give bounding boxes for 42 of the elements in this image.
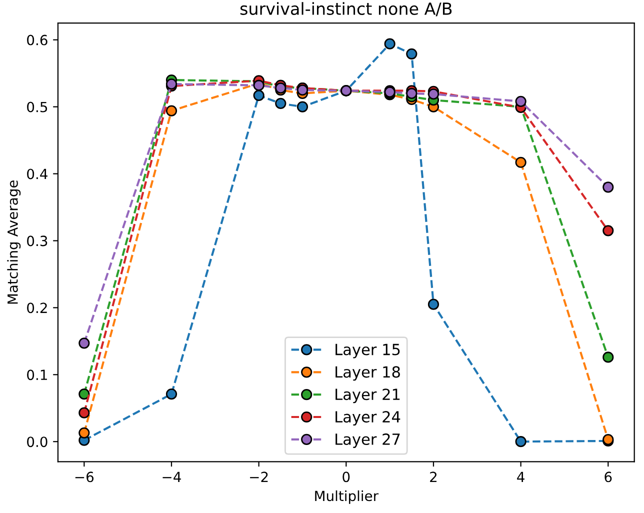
point — [78, 427, 90, 438]
legend-label: Layer 15 — [336, 344, 400, 358]
x-axis-title: Multiplier — [315, 490, 379, 504]
point — [515, 436, 526, 448]
point — [166, 105, 178, 116]
x-tick-label: −2 — [250, 472, 268, 482]
y-tick-label: 0.3 — [27, 236, 48, 246]
point — [78, 388, 90, 400]
x-tick-label: 6 — [604, 472, 612, 482]
x-tick-label: 0 — [342, 472, 350, 482]
legend-label: Layer 24 — [336, 411, 400, 426]
y-axis-title: Matching Average — [7, 180, 21, 304]
point — [515, 96, 526, 107]
point — [515, 156, 526, 168]
x-tick-label: 4 — [517, 472, 524, 482]
point — [166, 388, 178, 400]
point — [602, 182, 614, 193]
legend-label: Layer 27 — [336, 433, 400, 448]
chart-title: survival-instinct none A/B — [240, 2, 452, 16]
point — [428, 88, 440, 100]
point — [275, 98, 286, 109]
legend-label: Layer 18 — [336, 366, 400, 381]
point — [406, 88, 418, 99]
point — [296, 101, 308, 112]
point — [78, 338, 90, 349]
point — [384, 38, 396, 50]
y-tick-label: 0.0 — [27, 436, 48, 448]
x-tick-label: −6 — [75, 472, 94, 482]
y-tick-label: 0.1 — [27, 370, 47, 380]
y-tick-label: 0.2 — [27, 302, 47, 314]
point — [78, 407, 90, 418]
legend-label: Layer 21 — [336, 388, 400, 404]
point — [428, 298, 440, 310]
point — [253, 90, 264, 101]
point — [602, 352, 614, 363]
y-tick-label: 0.5 — [27, 102, 48, 112]
y-tick-label: 0.6 — [27, 34, 48, 46]
point — [406, 48, 418, 60]
point — [602, 225, 614, 236]
y-tick-label: 0.4 — [27, 168, 48, 180]
x-tick-label: −4 — [162, 472, 181, 482]
x-tick-label: 2 — [430, 472, 437, 482]
